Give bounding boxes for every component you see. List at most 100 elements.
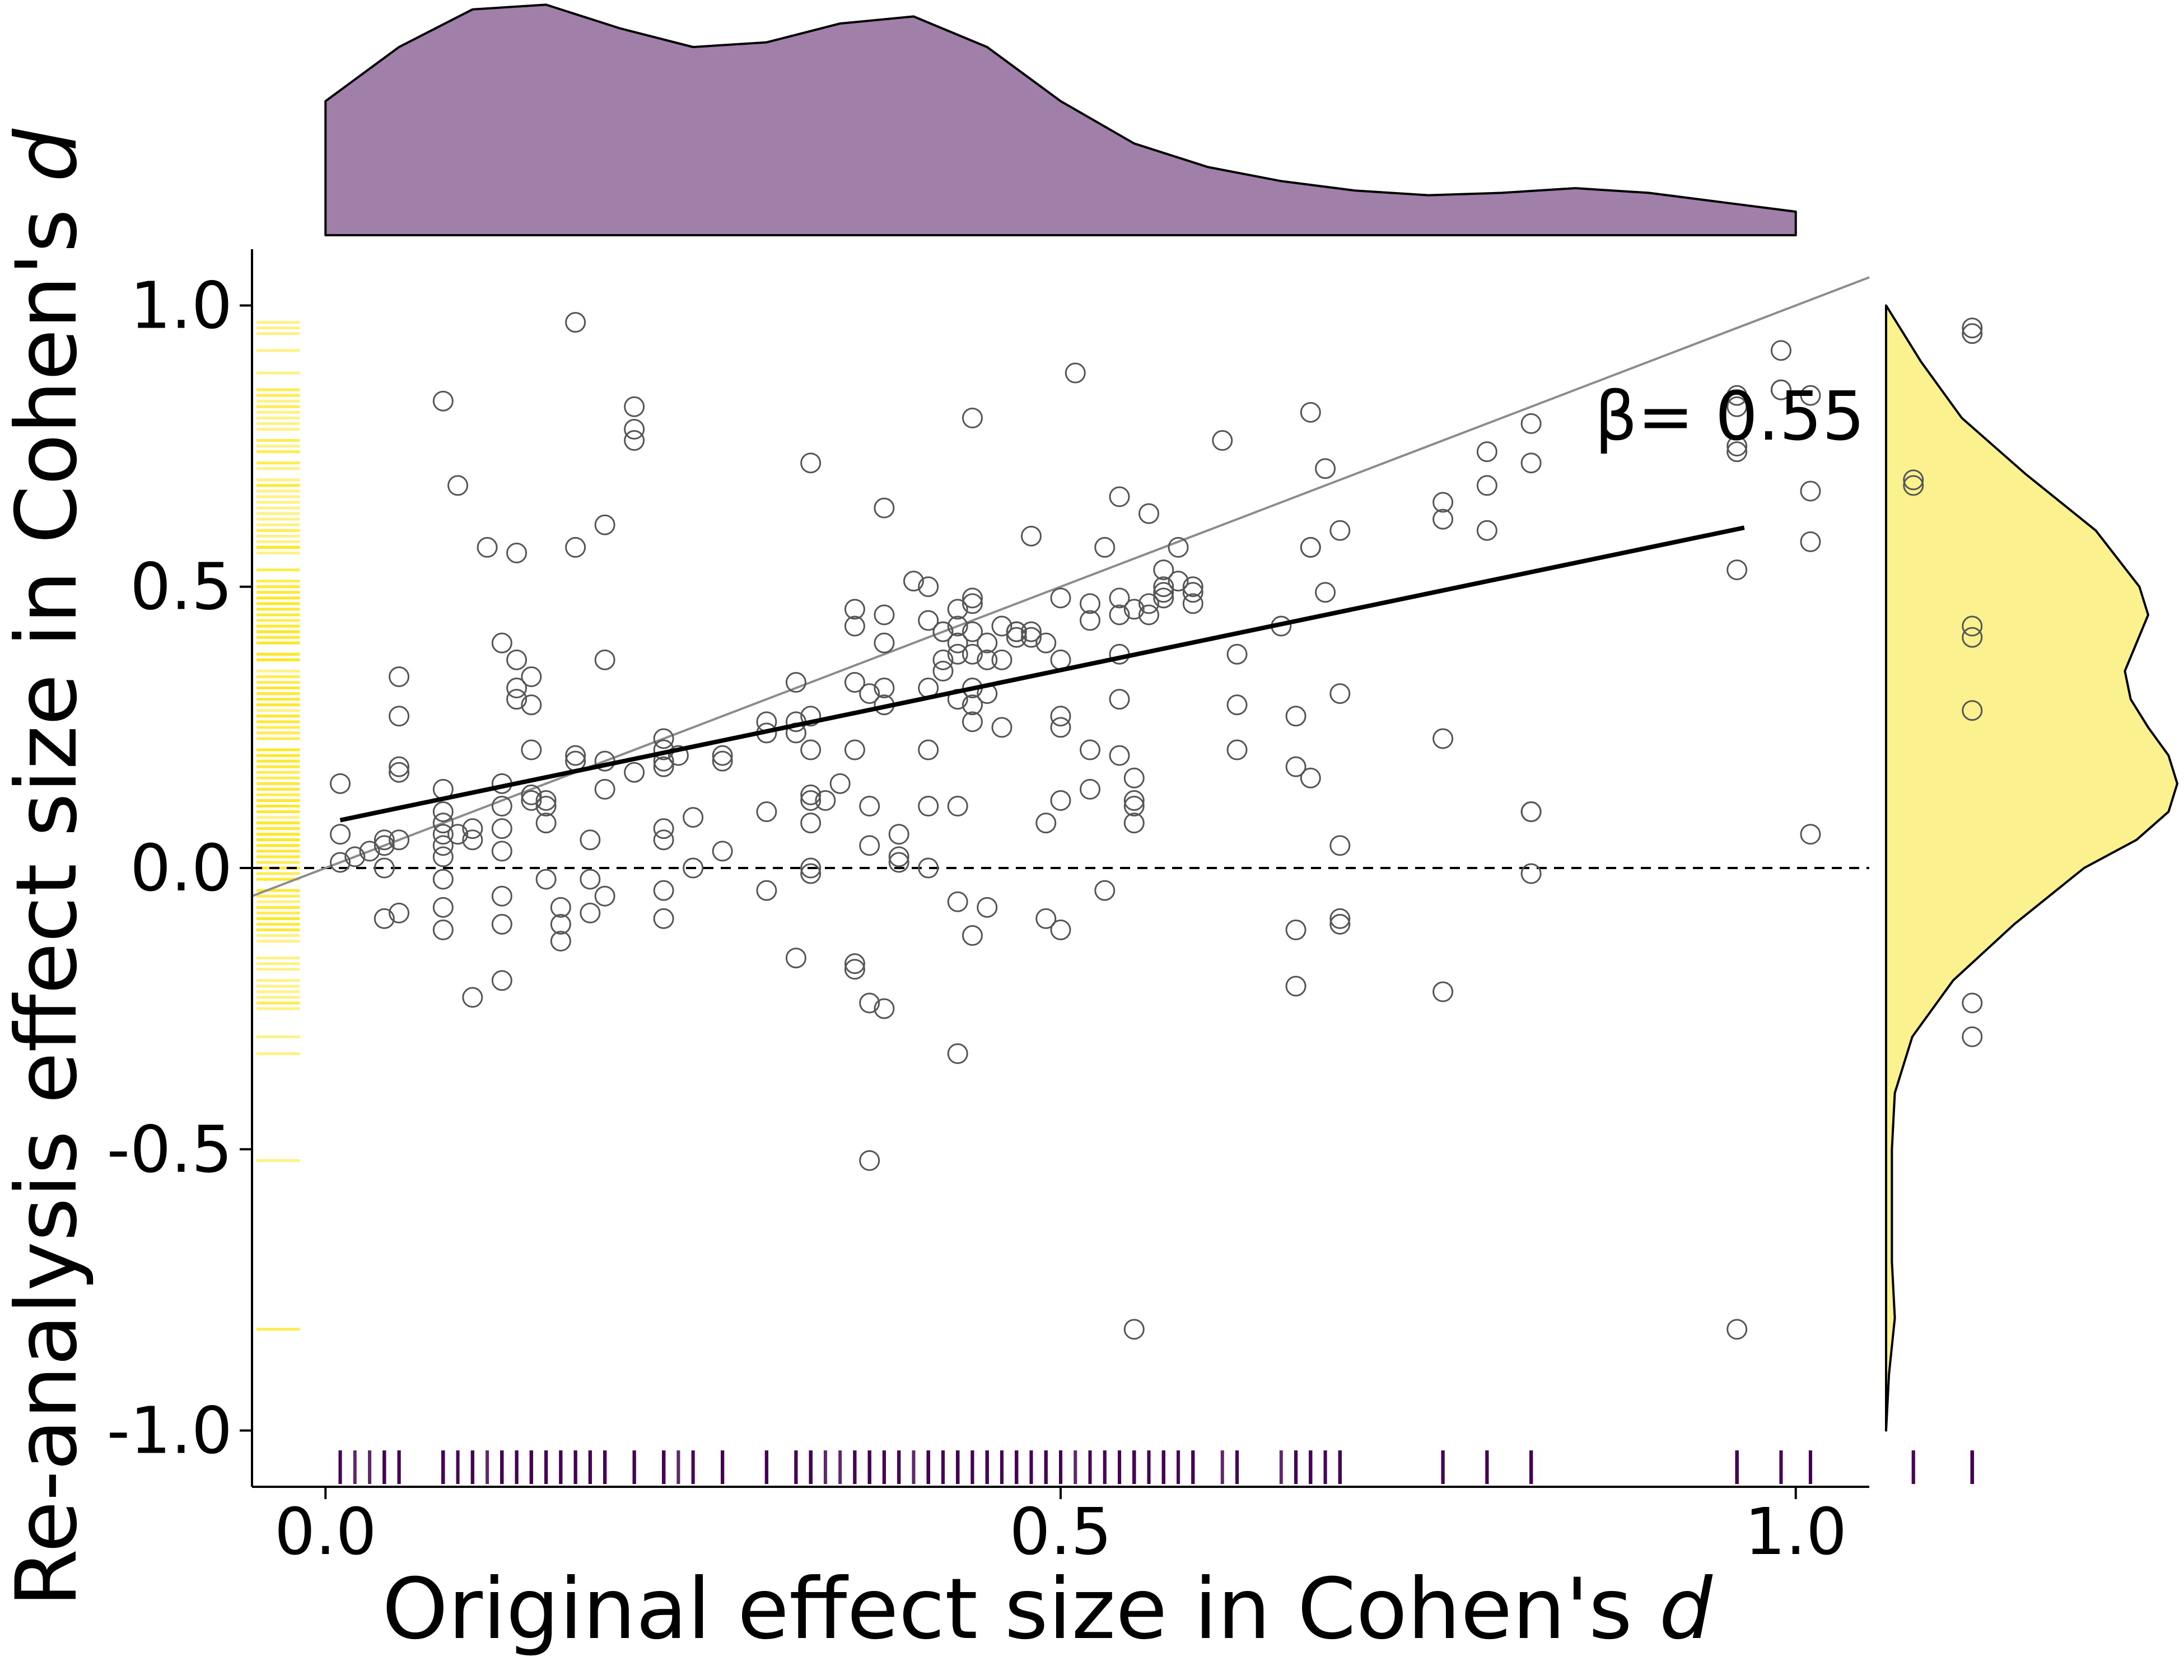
data-point — [1520, 863, 1542, 884]
data-point — [1109, 689, 1130, 710]
data-point — [432, 835, 454, 856]
data-point — [1123, 767, 1145, 788]
data-point — [844, 672, 865, 693]
data-point — [1123, 599, 1145, 620]
data-point — [1962, 700, 1983, 721]
data-point — [918, 857, 939, 879]
data-point — [859, 796, 880, 816]
data-point — [800, 706, 822, 727]
data-point — [1315, 458, 1336, 479]
data-point — [874, 497, 895, 519]
data-point — [1138, 503, 1160, 524]
data-point — [432, 846, 454, 867]
data-point — [962, 587, 983, 609]
data-point — [1153, 576, 1174, 598]
data-point — [1168, 536, 1189, 558]
data-point — [1109, 587, 1130, 609]
data-point — [874, 632, 895, 654]
data-point — [1212, 430, 1233, 451]
data-point — [580, 902, 601, 923]
data-point — [389, 706, 410, 727]
data-point — [844, 953, 865, 974]
data-point — [962, 593, 983, 614]
data-point — [535, 796, 557, 816]
data-point — [624, 430, 645, 451]
data-point — [1035, 632, 1057, 654]
data-point — [815, 790, 836, 811]
data-point — [432, 869, 454, 890]
data-point — [918, 796, 939, 816]
data-point — [1285, 920, 1306, 940]
data-point — [1903, 469, 1924, 491]
data-point — [1300, 536, 1321, 558]
data-point — [1476, 441, 1497, 463]
data-point — [1520, 801, 1542, 823]
data-point — [1080, 610, 1101, 631]
data-point — [1123, 1319, 1145, 1340]
data-point — [1050, 790, 1071, 811]
data-point — [550, 931, 571, 952]
data-point — [1080, 778, 1101, 800]
data-point — [1432, 492, 1454, 513]
data-point — [1182, 582, 1203, 603]
data-point — [859, 835, 880, 856]
data-point — [1432, 981, 1454, 1002]
data-point — [1300, 402, 1321, 423]
data-point — [653, 728, 674, 749]
data-point — [389, 829, 410, 851]
data-point — [491, 796, 512, 816]
identity-line — [251, 276, 1870, 898]
data-point — [874, 998, 895, 1019]
data-point — [785, 672, 806, 693]
data-point — [491, 885, 512, 907]
data-point — [330, 773, 351, 794]
data-point — [1050, 706, 1071, 727]
data-point — [1080, 593, 1101, 614]
data-point — [1726, 436, 1748, 457]
data-point — [1726, 441, 1748, 463]
data-point — [535, 813, 557, 834]
y-tick-label: -0.5 — [107, 1112, 232, 1187]
data-point — [447, 475, 469, 496]
data-point — [874, 678, 895, 699]
data-point — [432, 897, 454, 918]
y-marginal-density — [1885, 304, 2178, 1432]
data-point — [535, 790, 557, 811]
data-point — [844, 959, 865, 980]
data-point — [1329, 908, 1351, 929]
data-point — [1065, 362, 1086, 384]
data-point — [1329, 683, 1351, 704]
data-point — [991, 649, 1012, 670]
data-point — [432, 813, 454, 834]
data-point — [977, 632, 998, 654]
data-point — [330, 852, 351, 873]
data-point — [918, 576, 939, 598]
data-point — [624, 396, 645, 417]
data-point — [712, 745, 733, 766]
data-point — [712, 841, 733, 862]
data-point — [491, 913, 512, 935]
data-point — [888, 846, 909, 867]
data-point — [1770, 340, 1791, 361]
data-point — [1094, 880, 1116, 901]
data-point — [653, 908, 674, 929]
data-point — [521, 666, 542, 687]
data-point — [594, 778, 615, 800]
data-point — [491, 818, 512, 839]
x-axis-title: Original effect size in Cohen's d — [382, 1561, 1712, 1658]
data-point — [1109, 486, 1130, 507]
data-point — [947, 643, 968, 665]
data-point — [1123, 813, 1145, 834]
data-point — [653, 818, 674, 839]
data-point — [991, 615, 1012, 637]
data-point — [932, 649, 954, 670]
data-point — [1050, 920, 1071, 940]
data-point — [947, 1043, 968, 1064]
data-point — [947, 632, 968, 654]
data-point — [1020, 621, 1042, 642]
data-point — [550, 913, 571, 935]
data-point — [594, 649, 615, 670]
data-point — [506, 678, 528, 699]
data-point — [844, 599, 865, 620]
data-point — [1153, 587, 1174, 609]
